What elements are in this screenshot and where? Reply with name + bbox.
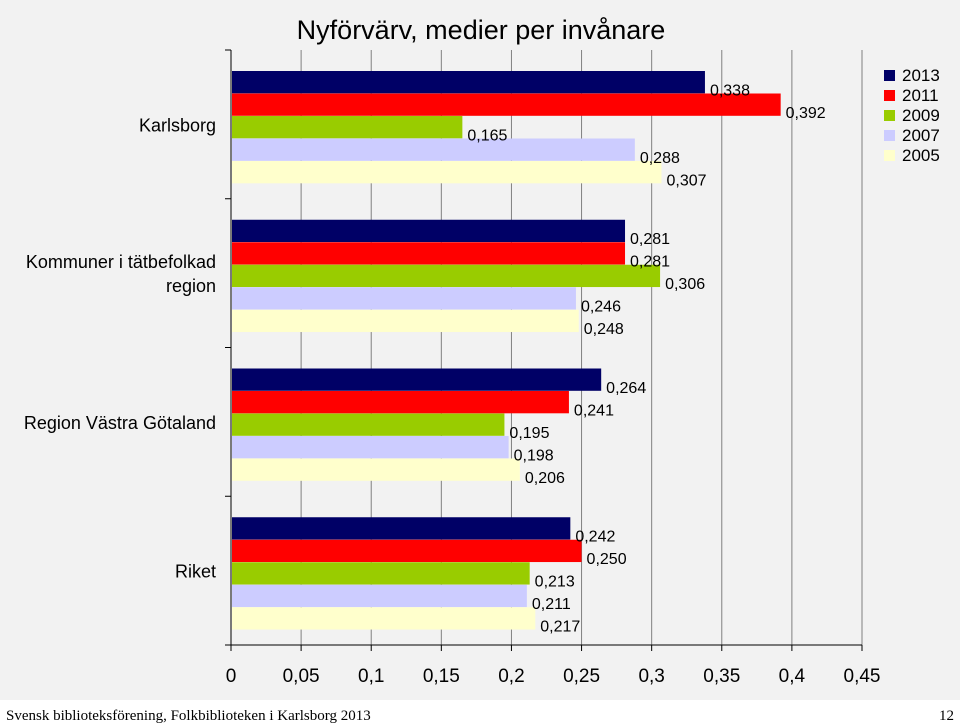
bar [232,436,509,459]
chart-title: Nyförvärv, medier per invånare [297,15,666,45]
bar [232,287,576,310]
data-label: 0,392 [786,105,826,122]
bar [232,71,705,94]
data-label: 0,306 [665,276,705,293]
legend-swatch [884,130,895,141]
chart-area: Nyförvärv, medier per invånare 0,338 0,39… [0,0,960,700]
bar [232,219,626,243]
x-tick-label: 0,15 [423,666,460,687]
page-number: 12 [939,708,954,724]
data-label: 0,195 [509,425,549,442]
category-label: Kommuner i tätbefolkad [26,252,216,272]
legend-label: 2007 [902,126,940,145]
bar [232,517,571,540]
data-label: 0,241 [574,402,614,419]
bar [232,562,530,585]
bar [232,607,536,630]
bar [232,264,661,288]
bar [232,309,579,333]
x-tick-label: 0 [226,666,237,687]
category-label: Region Västra Götaland [24,413,216,433]
bar [232,138,635,161]
data-label: 0,248 [584,321,624,338]
value-labels: 0,338 0,392 0,165 0,288 0,307 0,281 0,281 0,306… [467,82,825,635]
legend-label: 2009 [902,106,940,125]
bars [232,71,781,630]
legend-swatch [884,110,895,121]
data-label: 0,281 [630,254,670,271]
legend-label: 2013 [902,66,940,85]
bar [232,413,505,436]
data-label: 0,213 [535,574,575,591]
data-label: 0,250 [587,551,627,568]
data-label: 0,338 [710,82,750,99]
legend-swatch [884,150,895,161]
x-tick-label: 0,05 [283,666,320,687]
data-label: 0,198 [514,447,554,464]
bar [232,458,520,481]
legend-swatch [884,90,895,101]
category-label: region [166,276,216,296]
data-label: 0,206 [525,470,565,487]
data-label: 0,281 [630,231,670,248]
data-label: 0,307 [666,172,706,189]
plot-frame [225,49,862,646]
x-tick-label: 0,35 [703,666,740,687]
bar-chart: Nyförvärv, medier per invånare 0,338 0,39… [24,15,940,687]
x-axis-tick-labels: 0 0,05 0,1 0,15 0,2 0,25 0,3 0,35 0,4 0,45 [226,666,881,687]
x-tick-label: 0,4 [779,666,806,687]
category-label: Karlsborg [139,115,216,135]
data-label: 0,264 [606,380,646,397]
legend-swatch [884,70,895,81]
bar [232,391,569,414]
bar [232,93,781,116]
data-label: 0,288 [640,150,680,167]
x-tick-label: 0,2 [498,666,524,687]
legend-label: 2005 [902,146,940,165]
footer-source: Svensk biblioteksförening, Folkbibliotek… [6,708,371,724]
data-label: 0,165 [467,127,507,144]
page-footer: Svensk biblioteksförening, Folkbibliotek… [0,700,960,727]
bar [232,368,602,391]
category-label: Riket [175,562,216,582]
bar [232,584,527,608]
legend-label: 2011 [902,86,939,105]
category-labels: Karlsborg Kommuner i tätbefolkad region Reg… [24,115,216,581]
x-tick-label: 0,25 [563,666,600,687]
bar [232,161,662,184]
data-label: 0,246 [581,299,621,316]
bar [232,539,582,563]
x-tick-label: 0,1 [358,666,384,687]
data-label: 0,211 [532,596,571,613]
x-tick-label: 0,3 [638,666,664,687]
data-label: 0,217 [540,619,580,636]
data-label: 0,242 [575,529,615,546]
x-tick-label: 0,45 [844,666,881,687]
bar [232,242,626,265]
bar [232,116,463,139]
